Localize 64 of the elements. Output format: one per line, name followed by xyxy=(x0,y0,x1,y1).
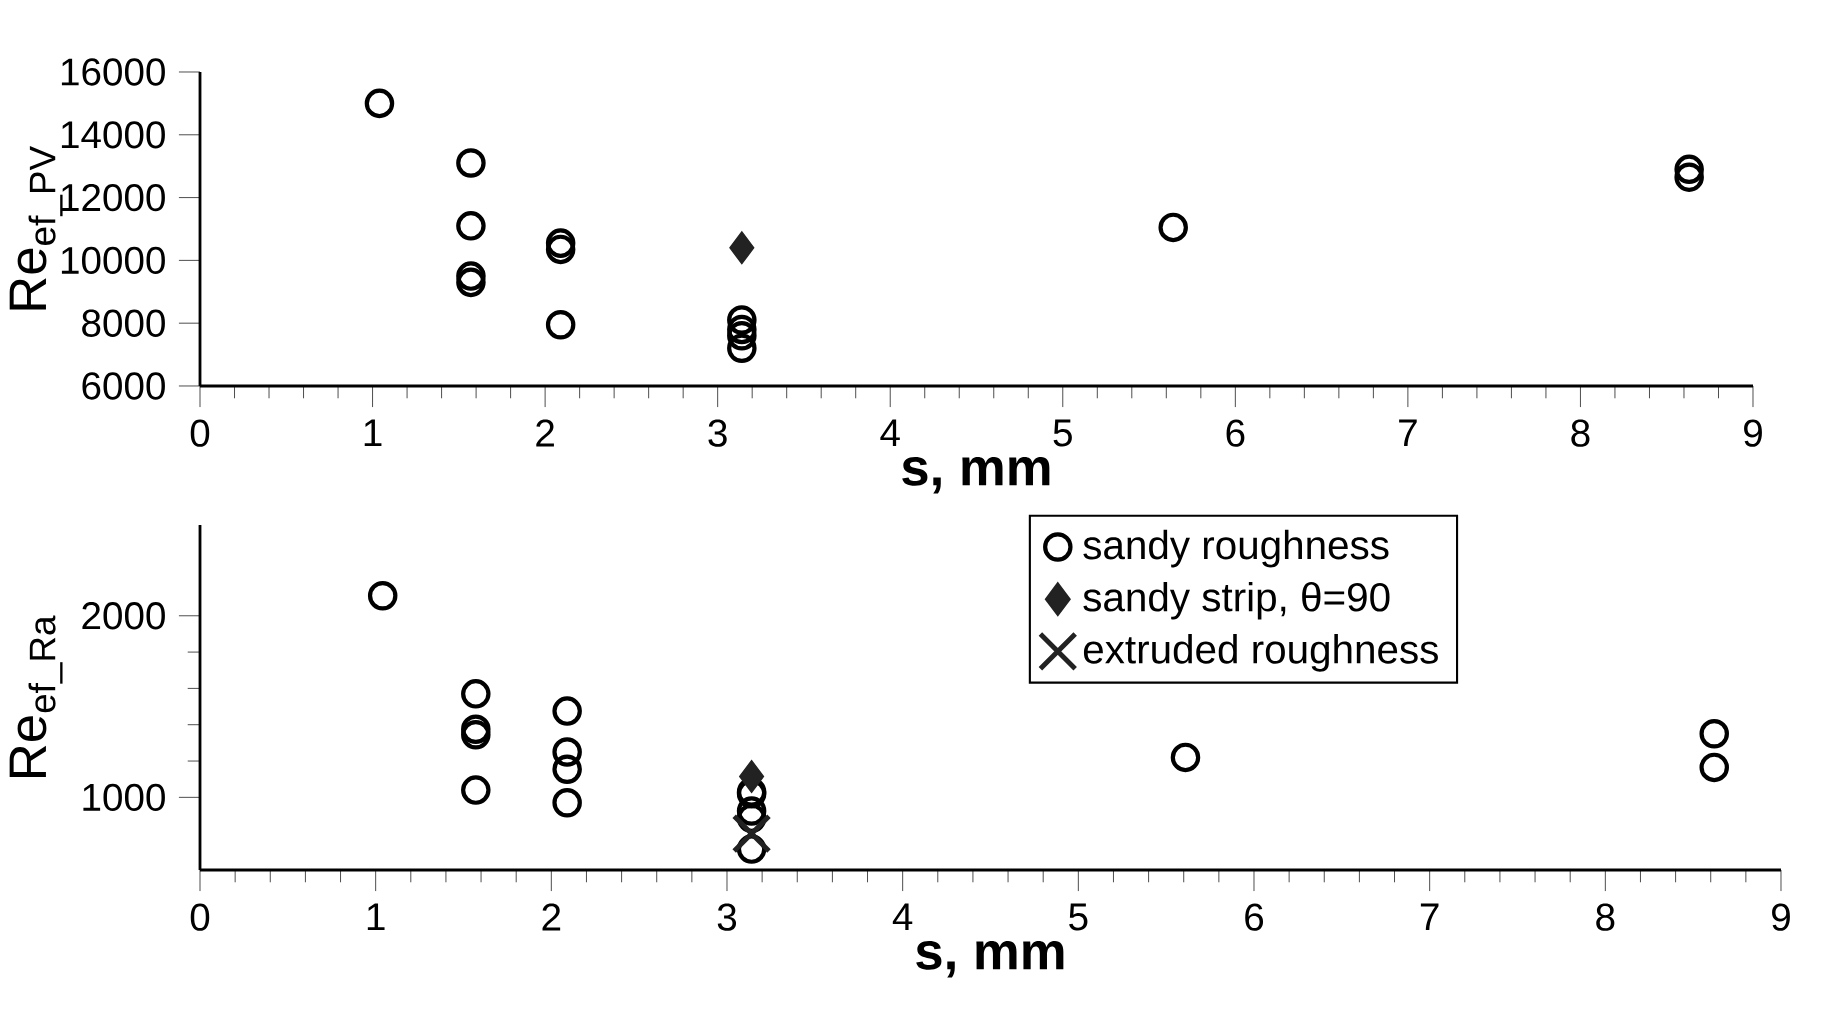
point xyxy=(739,759,765,793)
x-tick-label: 0 xyxy=(190,903,210,931)
y-tick-label: 16000 xyxy=(61,58,165,86)
x-tick-label: 6 xyxy=(1226,419,1245,447)
point xyxy=(545,310,576,340)
x-tick-label: 6 xyxy=(1245,903,1264,931)
x-tick-label: 7 xyxy=(1420,903,1439,931)
point xyxy=(727,320,757,351)
point xyxy=(727,333,757,364)
point xyxy=(456,148,486,178)
y-axis-title: Re$_{ef_PV}$ xyxy=(9,146,63,310)
point xyxy=(552,737,582,767)
point xyxy=(727,305,757,335)
x-axis-title: s, mm xyxy=(902,456,1050,494)
x-tick-label: 3 xyxy=(708,419,727,447)
point xyxy=(552,696,582,726)
y-tick-label: 12000 xyxy=(61,183,165,212)
point xyxy=(731,813,772,854)
y-tick-label: 14000 xyxy=(61,121,165,149)
point xyxy=(456,211,486,241)
legend-label: sandy roughness xyxy=(1083,529,1389,568)
x-tick-label: 5 xyxy=(1069,903,1088,931)
x-tick-label: 5 xyxy=(1053,419,1072,447)
point xyxy=(456,267,486,298)
y-tick-label: 2000 xyxy=(82,602,165,630)
point xyxy=(552,788,582,818)
point xyxy=(461,775,491,805)
x-tick-label: 3 xyxy=(717,903,737,931)
y-axis-title: Re$_{ef_Ra}$ xyxy=(9,615,63,777)
x-tick-label: 4 xyxy=(880,419,900,447)
point xyxy=(727,314,757,345)
point xyxy=(1158,212,1188,243)
y-tick-label: 8000 xyxy=(82,309,165,337)
x-tick-label: 0 xyxy=(190,419,210,447)
point xyxy=(736,796,767,826)
x-tick-label: 7 xyxy=(1399,419,1417,447)
point xyxy=(729,231,755,265)
point xyxy=(1699,752,1729,783)
y-tick-label: 10000 xyxy=(61,246,165,275)
x-tick-label: 1 xyxy=(364,419,382,447)
y-tick-label: 6000 xyxy=(82,372,165,400)
x-axis-title: s, mm xyxy=(916,940,1064,978)
point xyxy=(545,228,576,258)
point xyxy=(1699,719,1729,749)
point xyxy=(367,581,398,611)
x-tick-label: 8 xyxy=(1596,903,1615,931)
x-tick-label: 2 xyxy=(536,419,554,447)
x-tick-label: 1 xyxy=(367,903,385,931)
point xyxy=(1674,154,1704,185)
point xyxy=(364,88,395,119)
point xyxy=(456,261,486,291)
point xyxy=(461,679,491,709)
x-tick-label: 8 xyxy=(1571,419,1590,447)
x-tick-label: 4 xyxy=(892,903,913,931)
x-tick-label: 9 xyxy=(1772,903,1790,931)
point xyxy=(1674,162,1704,192)
legend-label: sandy strip, θ=90 xyxy=(1083,581,1390,620)
legend-label: extruded roughness xyxy=(1083,634,1438,672)
x-tick-label: 2 xyxy=(542,903,561,931)
point xyxy=(1170,742,1201,773)
x-tick-label: 9 xyxy=(1744,419,1762,447)
point xyxy=(552,754,582,784)
y-tick-label: 1000 xyxy=(83,783,165,812)
point xyxy=(545,234,576,265)
